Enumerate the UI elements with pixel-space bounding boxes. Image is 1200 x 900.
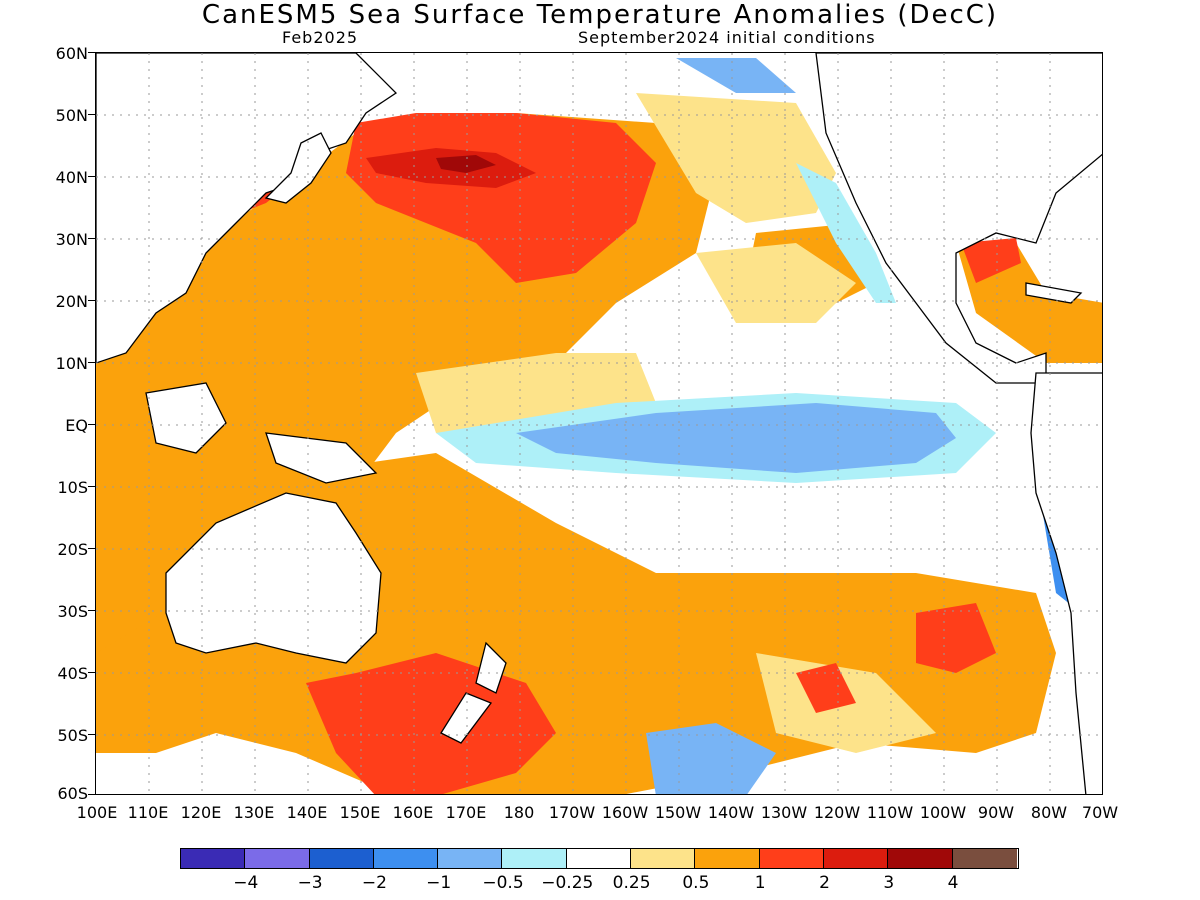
colorbar-swatch — [438, 849, 503, 868]
lon-label-170e: 170E — [445, 803, 487, 822]
lat-label-20s: 20S — [57, 540, 88, 559]
colorbar-swatch — [245, 849, 310, 868]
lon-label-100e: 100E — [76, 803, 118, 822]
lat-tick — [88, 610, 95, 611]
lon-label-120e: 120E — [180, 803, 222, 822]
lon-label-160e: 160E — [392, 803, 434, 822]
lon-label-80w: 80W — [1030, 803, 1068, 822]
anomaly-yellow-ne — [696, 243, 856, 323]
colorbar-swatch — [759, 849, 824, 868]
lat-tick — [88, 486, 95, 487]
lon-label-120w: 120W — [813, 803, 861, 822]
colorbar-label: 2 — [819, 873, 830, 893]
anomaly-maroon-core — [436, 155, 496, 173]
lon-label-110w: 110W — [866, 803, 914, 822]
colorbar-swatch — [695, 849, 760, 868]
sst-anomaly-map — [95, 52, 1103, 795]
graticule — [96, 53, 1102, 794]
lat-label-60n: 60N — [55, 44, 88, 63]
colorbar-swatch — [952, 849, 1017, 868]
lon-label-90w: 90W — [977, 803, 1015, 822]
anomaly-orange-indian-ocean — [96, 453, 226, 623]
lat-tick — [88, 238, 95, 239]
lat-label-eq: EQ — [65, 416, 88, 435]
lon-label-140w: 140W — [707, 803, 755, 822]
lon-label-70w: 70W — [1081, 803, 1119, 822]
lon-label-180: 180 — [503, 803, 535, 822]
lat-label-30n: 30N — [55, 230, 88, 249]
lat-label-40s: 40S — [57, 664, 88, 683]
colorbar-swatch — [631, 849, 696, 868]
anomaly-red-south-east-1 — [916, 603, 996, 673]
lon-label-150w: 150W — [654, 803, 702, 822]
lat-label-50n: 50N — [55, 106, 88, 125]
map-canvas — [96, 53, 1102, 794]
anomaly-red-gulf — [961, 238, 1021, 283]
lat-tick — [88, 52, 95, 53]
lat-tick — [88, 734, 95, 735]
lon-label-110e: 110E — [127, 803, 169, 822]
colorbar-label: −1 — [426, 873, 452, 893]
colorbar-swatch — [181, 849, 246, 868]
cuba-land — [1025, 282, 1083, 304]
lat-label-30s: 30S — [57, 602, 88, 621]
anomaly-cyan-california — [796, 163, 896, 303]
colorbar-label: −4 — [233, 873, 259, 893]
lon-label-160w: 160W — [601, 803, 649, 822]
lon-label-130e: 130E — [233, 803, 275, 822]
new-guinea-land — [265, 432, 378, 484]
colorbar-label: 3 — [883, 873, 895, 893]
coastlines — [96, 53, 1102, 794]
lat-tick — [88, 672, 95, 673]
lon-label-170w: 170W — [548, 803, 596, 822]
colorbar-label: 0.5 — [682, 873, 710, 893]
lon-label-130w: 130W — [760, 803, 808, 822]
lon-label-150e: 150E — [339, 803, 381, 822]
asia-land — [96, 53, 398, 364]
new-zealand-land — [440, 641, 507, 744]
lat-label-10n: 10N — [55, 354, 88, 373]
init-conditions-label: September2024 initial conditions — [578, 28, 876, 47]
lat-label-60s: 60S — [57, 784, 88, 803]
anomaly-lightblue-south — [646, 723, 776, 794]
colorbar — [180, 848, 1019, 869]
lat-label-50s: 50S — [57, 726, 88, 745]
colorbar-label: 0.25 — [612, 873, 651, 893]
colorbar-label: 4 — [947, 873, 959, 893]
map-title: CanESM5 Sea Surface Temperature Anomalie… — [201, 0, 999, 30]
colorbar-swatch — [309, 849, 374, 868]
colorbar-label: −2 — [361, 873, 387, 893]
lon-label-100w: 100W — [919, 803, 967, 822]
valid-month-label: Feb2025 — [282, 28, 359, 47]
anomaly-lightblue-alaska — [676, 58, 796, 93]
lat-tick — [88, 548, 95, 549]
lat-tick — [88, 114, 95, 115]
lat-tick — [88, 300, 95, 301]
colorbar-swatch — [566, 849, 632, 868]
lat-label-20n: 20N — [55, 292, 88, 311]
lat-tick — [88, 362, 95, 363]
anomaly-red-south-east-2 — [796, 663, 856, 713]
australia-land — [165, 492, 382, 664]
lat-label-10s: 10S — [57, 478, 88, 497]
colorbar-swatch — [373, 849, 439, 868]
borneo-land — [145, 382, 227, 454]
lat-tick — [88, 794, 95, 795]
colorbar-label: −0.5 — [482, 873, 524, 893]
colorbar-swatch — [888, 849, 953, 868]
colorbar-swatch — [502, 849, 567, 868]
lon-label-140e: 140E — [286, 803, 328, 822]
lat-tick — [88, 176, 95, 177]
lat-label-40n: 40N — [55, 168, 88, 187]
colorbar-label: −3 — [297, 873, 323, 893]
anomaly-lightblue-eq — [516, 403, 956, 473]
colorbar-swatch — [823, 849, 889, 868]
colorbar-label: −0.25 — [541, 873, 594, 893]
anomaly-yellow-north — [636, 93, 836, 223]
colorbar-label: 1 — [754, 873, 766, 893]
lat-tick — [88, 424, 95, 425]
japan-land — [264, 132, 332, 204]
south-america-land — [1030, 372, 1102, 794]
